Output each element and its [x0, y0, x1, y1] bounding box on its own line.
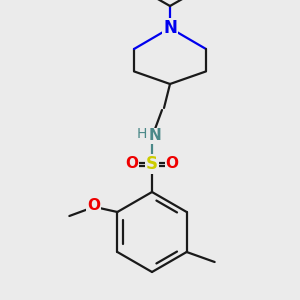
Text: S: S — [146, 155, 158, 173]
Text: H: H — [137, 127, 147, 141]
Text: N: N — [163, 19, 177, 37]
Text: O: O — [87, 199, 100, 214]
Text: N: N — [148, 128, 161, 143]
Text: O: O — [166, 157, 178, 172]
Text: O: O — [125, 157, 139, 172]
